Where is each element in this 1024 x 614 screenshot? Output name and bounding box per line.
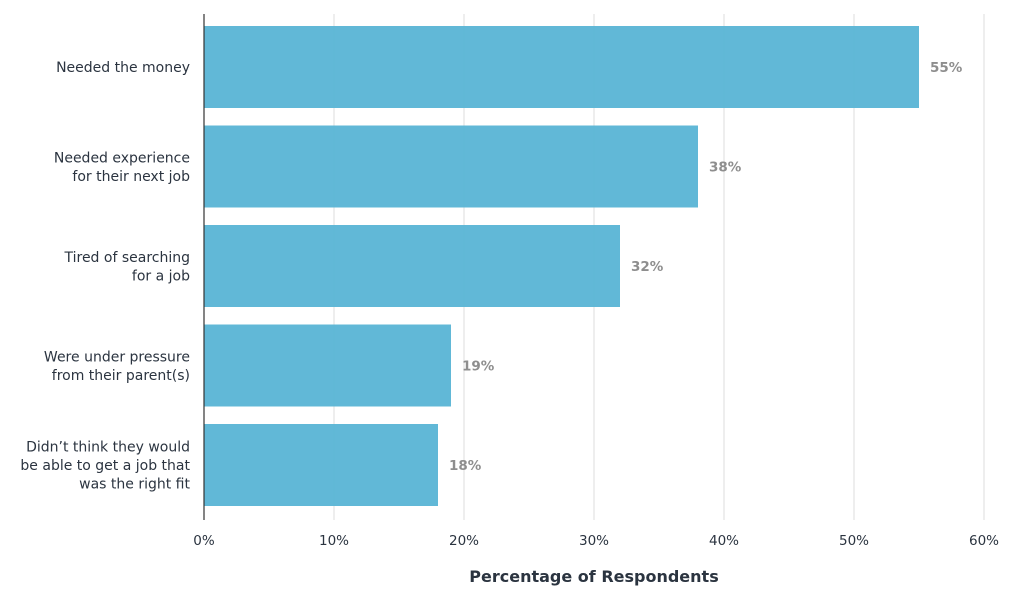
category-label: Needed experience for their next job	[54, 150, 190, 185]
x-tick-label: 40%	[709, 533, 739, 549]
x-tick-label: 50%	[839, 533, 869, 549]
x-tick-label: 30%	[579, 533, 609, 549]
bar-value-label: 32%	[631, 259, 664, 275]
category-label: Tired of searching for a job	[63, 250, 190, 285]
bar-value-label: 19%	[462, 359, 495, 375]
bar	[204, 424, 438, 506]
bar	[204, 324, 451, 407]
bar-value-label: 55%	[930, 60, 963, 76]
labels: 0% 10% 20% 30% 40% 50% 60% 55% Needed the money 3…	[20, 60, 999, 549]
bar-value-label: 38%	[709, 160, 742, 176]
bars	[204, 26, 919, 506]
bar	[204, 26, 919, 108]
category-label: Needed the money	[56, 60, 190, 76]
category-label: Didn’t think they would be able to get a …	[20, 440, 190, 493]
x-tick-label: 20%	[449, 533, 479, 549]
x-tick-label: 10%	[319, 533, 349, 549]
x-axis-title: Percentage of Respondents	[469, 567, 718, 586]
category-label: Were under pressure from their parent(s)	[44, 349, 190, 384]
bar	[204, 125, 698, 208]
bar	[204, 225, 620, 307]
bar-value-label: 18%	[449, 458, 482, 474]
x-tick-label: 60%	[969, 533, 999, 549]
x-tick-label: 0%	[193, 533, 215, 549]
